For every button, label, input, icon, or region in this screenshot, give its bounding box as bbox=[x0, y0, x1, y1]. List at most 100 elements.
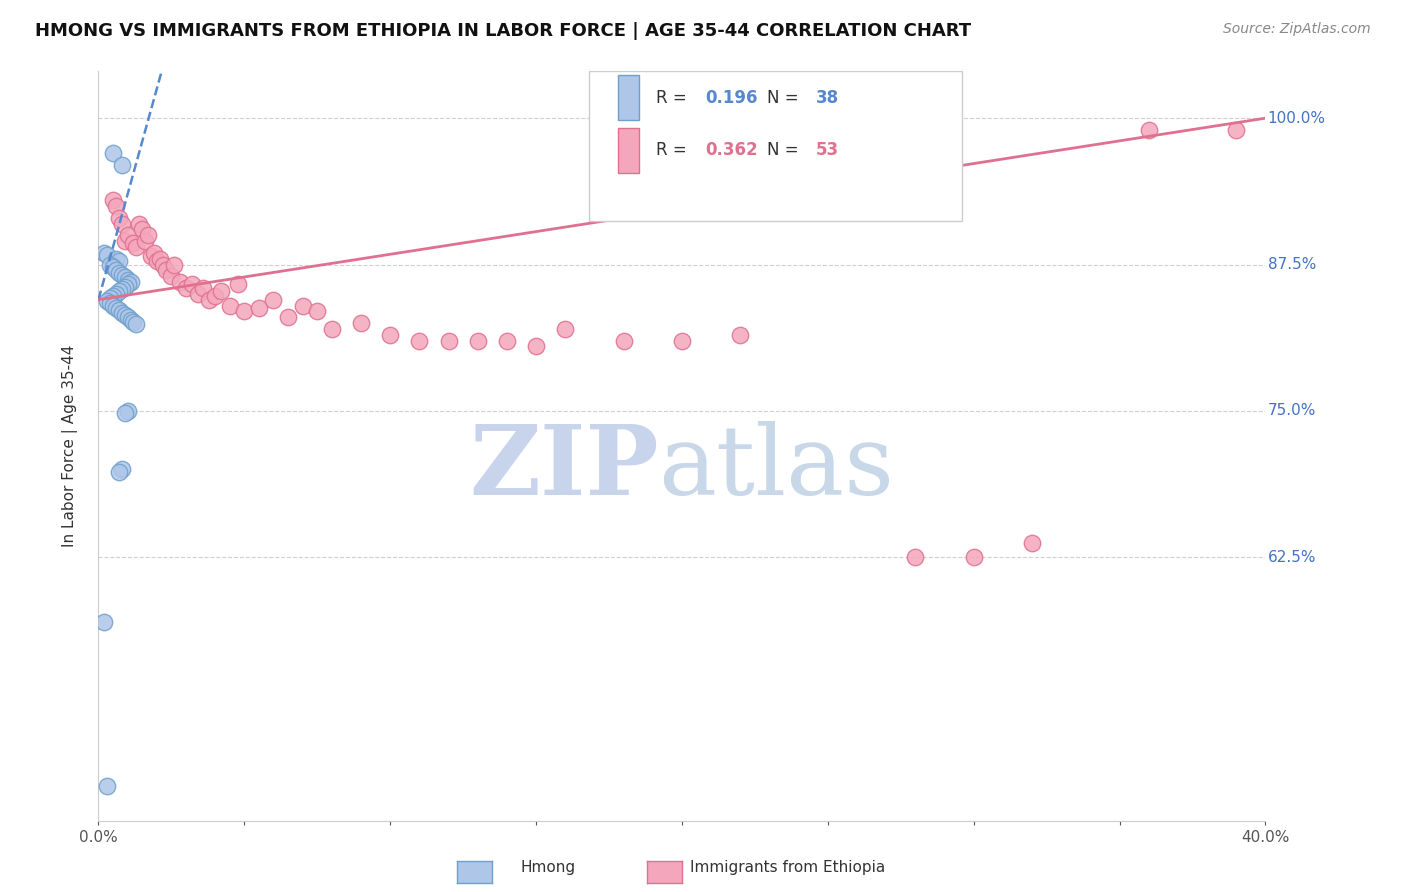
Point bbox=[671, 334, 693, 348]
Point bbox=[128, 217, 150, 231]
Text: 0.196: 0.196 bbox=[706, 88, 758, 106]
Point bbox=[247, 301, 270, 315]
Point bbox=[117, 310, 139, 325]
Point bbox=[198, 293, 221, 307]
Point bbox=[408, 334, 430, 348]
Point bbox=[96, 293, 118, 308]
Point bbox=[108, 303, 131, 318]
Text: 75.0%: 75.0% bbox=[1268, 403, 1316, 418]
Point bbox=[152, 258, 174, 272]
Point bbox=[120, 275, 142, 289]
Point bbox=[111, 282, 134, 296]
Text: 38: 38 bbox=[815, 88, 839, 106]
Point bbox=[730, 327, 752, 342]
Point bbox=[108, 211, 131, 225]
Text: Source: ZipAtlas.com: Source: ZipAtlas.com bbox=[1223, 22, 1371, 37]
Point bbox=[277, 310, 299, 325]
Point bbox=[467, 334, 489, 348]
Point bbox=[114, 234, 136, 248]
Point bbox=[111, 158, 134, 172]
Point bbox=[114, 270, 136, 285]
Point bbox=[122, 315, 145, 329]
Text: 53: 53 bbox=[815, 141, 839, 159]
Point bbox=[111, 305, 134, 319]
Point bbox=[104, 263, 127, 277]
Text: R =: R = bbox=[657, 88, 692, 106]
Text: HMONG VS IMMIGRANTS FROM ETHIOPIA IN LABOR FORCE | AGE 35-44 CORRELATION CHART: HMONG VS IMMIGRANTS FROM ETHIOPIA IN LAB… bbox=[35, 22, 972, 40]
Point bbox=[108, 465, 131, 479]
Point bbox=[155, 263, 177, 277]
Point bbox=[904, 550, 927, 565]
Text: R =: R = bbox=[657, 141, 692, 159]
Point bbox=[218, 298, 240, 313]
Point bbox=[1225, 123, 1247, 137]
Text: 62.5%: 62.5% bbox=[1268, 549, 1316, 565]
Point bbox=[146, 254, 169, 268]
Point bbox=[104, 286, 127, 301]
Point bbox=[101, 298, 124, 313]
Point bbox=[262, 293, 284, 307]
Text: N =: N = bbox=[768, 88, 804, 106]
Point bbox=[496, 334, 519, 348]
Point bbox=[291, 298, 314, 313]
Point bbox=[174, 281, 197, 295]
Point bbox=[104, 301, 127, 315]
Point bbox=[321, 322, 343, 336]
Point bbox=[93, 615, 115, 629]
Point bbox=[93, 245, 115, 260]
Point bbox=[114, 406, 136, 420]
Point bbox=[228, 277, 250, 292]
Point bbox=[120, 312, 142, 326]
Point bbox=[114, 308, 136, 322]
Point bbox=[101, 260, 124, 274]
Point bbox=[136, 228, 159, 243]
Point bbox=[163, 258, 186, 272]
Point bbox=[554, 322, 576, 336]
Point bbox=[187, 286, 209, 301]
Text: N =: N = bbox=[768, 141, 804, 159]
Text: 0.362: 0.362 bbox=[706, 141, 758, 159]
Point bbox=[117, 273, 139, 287]
Point bbox=[98, 292, 121, 306]
Point bbox=[117, 228, 139, 243]
Point bbox=[111, 217, 134, 231]
Point bbox=[962, 550, 984, 565]
Point bbox=[111, 462, 134, 476]
Point bbox=[1137, 123, 1160, 137]
Point bbox=[139, 249, 162, 263]
Y-axis label: In Labor Force | Age 35-44: In Labor Force | Age 35-44 bbox=[62, 345, 77, 547]
Point bbox=[117, 277, 139, 292]
Point bbox=[101, 146, 124, 161]
FancyBboxPatch shape bbox=[589, 71, 962, 221]
Text: 100.0%: 100.0% bbox=[1268, 111, 1326, 126]
Point bbox=[209, 285, 232, 299]
Point bbox=[108, 254, 131, 268]
Point bbox=[101, 193, 124, 207]
Point bbox=[437, 334, 460, 348]
Point bbox=[96, 248, 118, 262]
Point bbox=[111, 268, 134, 282]
Point bbox=[149, 252, 172, 266]
Point bbox=[160, 269, 183, 284]
Point bbox=[233, 304, 256, 318]
Point bbox=[108, 266, 131, 280]
Text: ZIP: ZIP bbox=[470, 422, 658, 516]
Point bbox=[104, 252, 127, 266]
Point bbox=[307, 304, 329, 318]
Point bbox=[104, 199, 127, 213]
Point bbox=[98, 258, 121, 272]
Point bbox=[125, 240, 148, 254]
Point bbox=[204, 289, 226, 303]
Text: 87.5%: 87.5% bbox=[1268, 257, 1316, 272]
Point bbox=[98, 296, 121, 310]
Text: atlas: atlas bbox=[658, 422, 894, 516]
Point bbox=[193, 281, 215, 295]
Point bbox=[180, 277, 202, 292]
Point bbox=[96, 779, 118, 793]
Point bbox=[125, 317, 148, 331]
Text: Immigrants from Ethiopia: Immigrants from Ethiopia bbox=[690, 861, 884, 875]
FancyBboxPatch shape bbox=[617, 75, 638, 120]
Point bbox=[612, 334, 634, 348]
Point bbox=[524, 339, 547, 353]
Text: Hmong: Hmong bbox=[520, 861, 576, 875]
